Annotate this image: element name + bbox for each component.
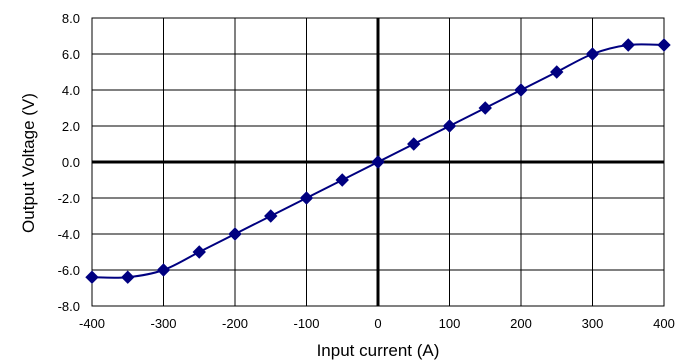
x-tick-label: -400 xyxy=(79,316,105,331)
y-tick-label: 8.0 xyxy=(62,11,80,26)
x-tick-label: 300 xyxy=(582,316,604,331)
data-point xyxy=(299,191,314,205)
data-point xyxy=(478,101,492,115)
x-tick-label: -100 xyxy=(293,316,319,331)
y-tick-label: 0.0 xyxy=(62,155,80,170)
y-tick-label: -4.0 xyxy=(58,227,80,242)
y-tick-label: 2.0 xyxy=(62,119,80,134)
x-tick-label: 0 xyxy=(374,316,381,331)
data-point xyxy=(371,155,385,169)
x-tick-label: -300 xyxy=(150,316,176,331)
data-point xyxy=(514,83,528,97)
x-tick-label: 200 xyxy=(510,316,532,331)
data-point xyxy=(228,227,242,241)
x-tick-label: 100 xyxy=(439,316,461,331)
y-tick-label: -8.0 xyxy=(58,299,80,314)
y-tick-label: 6.0 xyxy=(62,47,80,62)
y-tick-label: 4.0 xyxy=(62,83,80,98)
x-tick-label: -200 xyxy=(222,316,248,331)
data-point xyxy=(585,47,600,61)
data-point xyxy=(156,263,171,277)
x-axis-title: Input current (A) xyxy=(317,341,440,360)
data-point xyxy=(121,270,135,284)
y-tick-label: -2.0 xyxy=(58,191,80,206)
y-tick-label: -6.0 xyxy=(58,263,80,278)
data-point xyxy=(192,245,206,259)
data-point xyxy=(621,38,635,52)
y-axis-title: Output Voltage (V) xyxy=(19,93,38,233)
data-point xyxy=(442,119,457,133)
data-point xyxy=(335,173,349,187)
data-point xyxy=(264,209,278,223)
x-tick-label: 400 xyxy=(653,316,675,331)
data-point xyxy=(550,65,564,79)
data-point xyxy=(407,137,421,151)
data-point xyxy=(85,270,99,284)
data-point xyxy=(657,38,671,52)
